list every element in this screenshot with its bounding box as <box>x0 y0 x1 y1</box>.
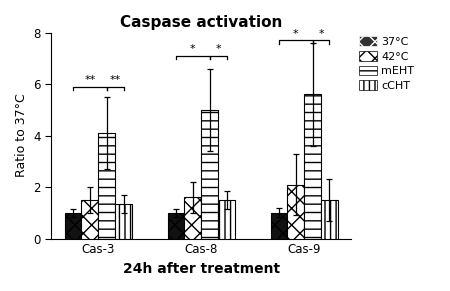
Bar <box>288 184 304 239</box>
Bar <box>65 213 81 239</box>
Bar <box>201 110 218 239</box>
Title: Caspase activation: Caspase activation <box>120 15 283 30</box>
Bar <box>184 197 201 239</box>
Legend: 37°C, 42°C, mEHT, cCHT: 37°C, 42°C, mEHT, cCHT <box>356 34 416 93</box>
Bar <box>270 213 288 239</box>
Text: **: ** <box>109 75 121 85</box>
Bar <box>218 200 235 239</box>
Text: **: ** <box>84 75 95 85</box>
Bar <box>81 200 98 239</box>
Text: *: * <box>215 45 221 54</box>
Bar <box>167 213 184 239</box>
Bar <box>321 200 338 239</box>
Bar <box>98 133 115 239</box>
Text: *: * <box>190 45 196 54</box>
Bar <box>115 204 132 239</box>
Bar <box>304 94 321 239</box>
Y-axis label: Ratio to 37°C: Ratio to 37°C <box>15 94 28 178</box>
Text: *: * <box>293 29 299 39</box>
X-axis label: 24h after treatment: 24h after treatment <box>123 262 280 276</box>
Text: *: * <box>318 29 324 39</box>
